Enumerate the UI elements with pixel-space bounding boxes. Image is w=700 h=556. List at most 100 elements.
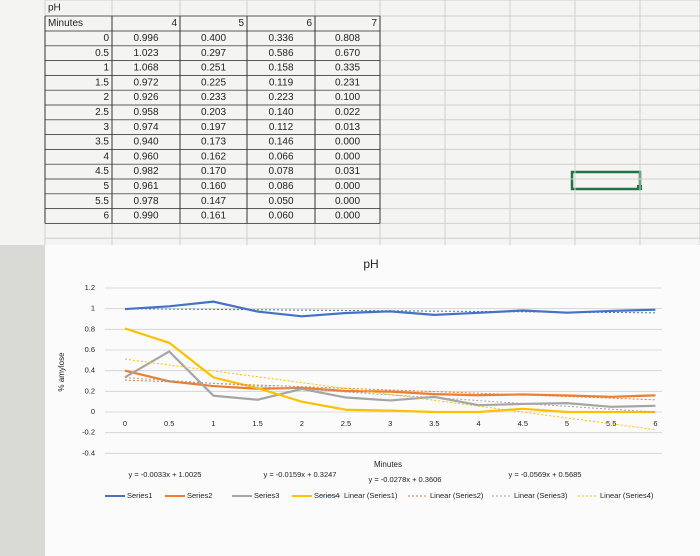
cell: 0.958 bbox=[133, 107, 158, 118]
cell: 0.013 bbox=[335, 122, 360, 133]
cell: 6 bbox=[103, 211, 109, 222]
legend-label: Linear (Series4) bbox=[600, 491, 654, 500]
cell: 0.078 bbox=[268, 166, 293, 177]
chart-area[interactable] bbox=[45, 245, 700, 556]
cell: 0.940 bbox=[133, 137, 158, 148]
cell: 0.990 bbox=[133, 211, 158, 222]
column-header: 5 bbox=[238, 18, 244, 29]
cell: 0.974 bbox=[133, 122, 158, 133]
cell: 0.5 bbox=[95, 48, 109, 59]
legend-label: Series4 bbox=[314, 491, 339, 500]
series-line bbox=[124, 327, 656, 414]
cell: 0.297 bbox=[201, 48, 226, 59]
cell: 0.808 bbox=[335, 33, 360, 44]
cell: 0.926 bbox=[133, 92, 158, 103]
cell: 0.000 bbox=[335, 181, 360, 192]
cell: 0.173 bbox=[201, 137, 226, 148]
cell: 0.147 bbox=[201, 196, 226, 207]
cell: 0 bbox=[103, 33, 109, 44]
cell: 0.961 bbox=[133, 181, 158, 192]
y-tick-label: 0.8 bbox=[85, 324, 95, 333]
legend-label: Linear (Series1) bbox=[344, 491, 398, 500]
cell: 0.586 bbox=[268, 48, 293, 59]
x-tick-label: 1 bbox=[211, 419, 215, 428]
cell: 2.5 bbox=[95, 107, 109, 118]
trendline bbox=[124, 358, 656, 431]
column-header: Minutes bbox=[48, 18, 83, 29]
x-axis-title: Minutes bbox=[374, 460, 402, 469]
x-tick-label: 5 bbox=[565, 419, 569, 428]
cell: 0.060 bbox=[268, 211, 293, 222]
cell: 4 bbox=[103, 151, 109, 162]
legend-label: Series2 bbox=[187, 491, 212, 500]
trendline bbox=[124, 308, 656, 314]
cell: 0.223 bbox=[268, 92, 293, 103]
cell: 0.400 bbox=[201, 33, 226, 44]
cell: 1 bbox=[103, 63, 109, 74]
cell: 0.978 bbox=[133, 196, 158, 207]
cell: 1.068 bbox=[133, 63, 158, 74]
cell: 0.162 bbox=[201, 151, 226, 162]
cell: 0.000 bbox=[335, 211, 360, 222]
cell: 0.225 bbox=[201, 77, 226, 88]
x-tick-label: 0.5 bbox=[164, 419, 174, 428]
cell: 5.5 bbox=[95, 196, 109, 207]
cell: 0.233 bbox=[201, 92, 226, 103]
trendline-equation: y = -0.0033x + 1.0025 bbox=[129, 470, 202, 479]
legend-label: Linear (Series3) bbox=[514, 491, 568, 500]
cell: 5 bbox=[103, 181, 109, 192]
x-tick-label: 3 bbox=[388, 419, 392, 428]
cell: 0.231 bbox=[335, 77, 360, 88]
cell: 0.146 bbox=[268, 137, 293, 148]
y-tick-label: -0.2 bbox=[82, 428, 95, 437]
cell: 0.000 bbox=[335, 137, 360, 148]
x-tick-label: 0 bbox=[123, 419, 127, 428]
cell: 0.140 bbox=[268, 107, 293, 118]
y-tick-label: 1.2 bbox=[85, 283, 95, 292]
cell: 0.022 bbox=[335, 107, 360, 118]
trendline-equation: y = -0.0569x + 0.5685 bbox=[509, 470, 582, 479]
trendline-equation: y = -0.0278x + 0.3606 bbox=[369, 475, 442, 484]
legend-label: Linear (Series2) bbox=[430, 491, 484, 500]
y-tick-label: -0.4 bbox=[82, 448, 95, 457]
cell: 0.031 bbox=[335, 166, 360, 177]
cell: 0.160 bbox=[201, 181, 226, 192]
cell: 0.066 bbox=[268, 151, 293, 162]
cell: pH bbox=[48, 3, 61, 14]
series-line bbox=[124, 300, 656, 318]
cell: 0.086 bbox=[268, 181, 293, 192]
cell: 1.023 bbox=[133, 48, 158, 59]
trendline-equation: y = -0.0159x + 0.3247 bbox=[264, 470, 337, 479]
cell: 0.158 bbox=[268, 63, 293, 74]
cell: 0.996 bbox=[133, 33, 158, 44]
cell: 0.982 bbox=[133, 166, 158, 177]
cell: 0.972 bbox=[133, 77, 158, 88]
x-tick-label: 2.5 bbox=[341, 419, 351, 428]
cell: 0.251 bbox=[201, 63, 226, 74]
y-tick-label: 0.4 bbox=[85, 366, 95, 375]
cell: 0.336 bbox=[268, 33, 293, 44]
column-header: 4 bbox=[171, 18, 177, 29]
column-header: 7 bbox=[371, 18, 377, 29]
cell: 2 bbox=[103, 92, 109, 103]
cell: 1.5 bbox=[95, 77, 109, 88]
cell: 0.000 bbox=[335, 196, 360, 207]
legend-label: Series1 bbox=[127, 491, 152, 500]
sheet-background bbox=[0, 0, 700, 245]
column-header: 6 bbox=[306, 18, 312, 29]
x-tick-label: 3.5 bbox=[429, 419, 439, 428]
x-tick-label: 1.5 bbox=[252, 419, 262, 428]
x-tick-label: 4.5 bbox=[518, 419, 528, 428]
y-tick-label: 1 bbox=[91, 304, 95, 313]
chart-title: pH bbox=[363, 257, 378, 271]
cell: 0.170 bbox=[201, 166, 226, 177]
x-tick-label: 4 bbox=[477, 419, 481, 428]
y-tick-label: 0.2 bbox=[85, 386, 95, 395]
cell: 4.5 bbox=[95, 166, 109, 177]
cell: 0.203 bbox=[201, 107, 226, 118]
cell: 0.335 bbox=[335, 63, 360, 74]
cell: 0.161 bbox=[201, 211, 226, 222]
trendline bbox=[124, 377, 656, 413]
